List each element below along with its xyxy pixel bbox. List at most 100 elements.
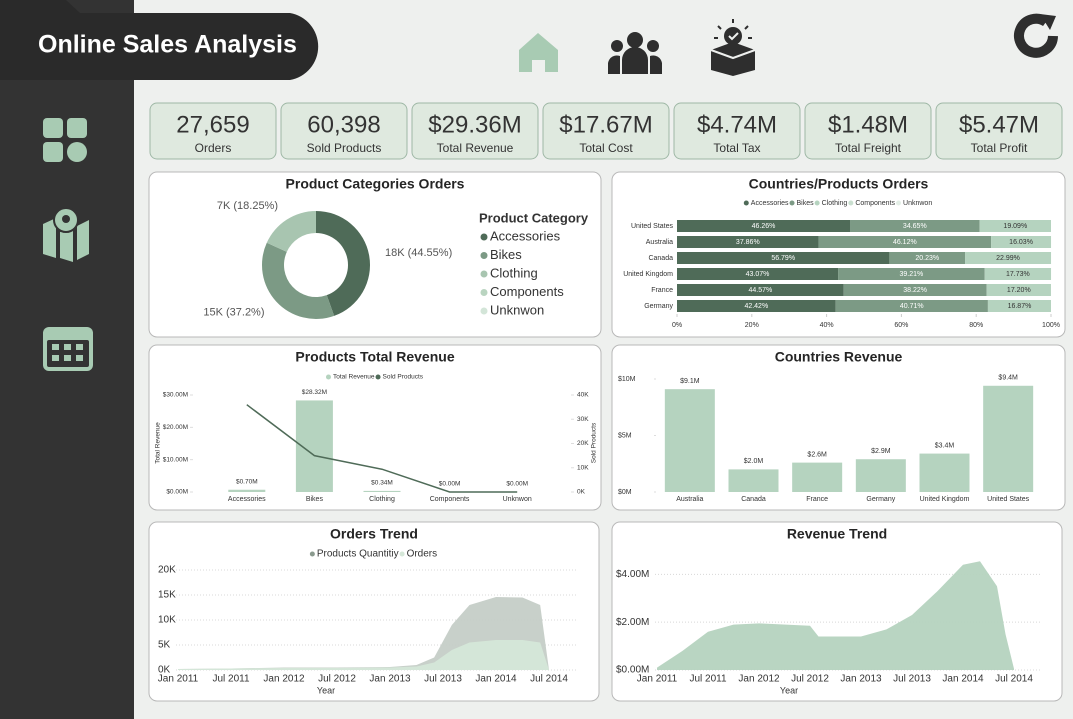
donut-slice [316,211,370,316]
data-label: 46.26% [752,223,776,230]
legend-marker [480,270,488,278]
kpi-label: Total Freight [835,141,902,155]
data-label: 40.71% [900,303,924,310]
y-tick-label: Canada [648,255,673,262]
data-label: 16.03% [1009,239,1033,246]
legend-label: Clothing [822,200,848,207]
y-tick-label: 0K [158,665,171,676]
legend-label: Clothing [490,265,538,280]
legend-marker [480,289,488,296]
legend-label: Unknwon [490,302,544,317]
kpi-card [673,102,801,160]
x-tick-label: Bikes [306,496,324,503]
x-tick-label: 100% [1042,322,1060,329]
bar-segment [677,236,819,248]
y2-tick-label: 40K [577,392,589,399]
nav-dashboard-icon[interactable] [43,118,87,162]
x-tick-label: 60% [894,322,908,329]
bar [363,490,401,492]
bar [728,469,779,492]
y-tick-label: 15K [158,590,176,601]
customers-icon[interactable] [608,32,662,74]
bar-segment [677,252,890,264]
x-tick-label: Accessories [228,496,266,503]
legend-marker [375,374,381,380]
x-tick-label: United States [987,496,1030,503]
y-tick-label: 10K [158,615,176,626]
legend-marker [399,551,405,557]
refresh-icon[interactable] [1014,13,1058,58]
data-label: 18K (44.55%) [385,247,452,259]
x-tick-label: United Kingdom [920,496,970,503]
legend-label: Components [490,284,564,299]
kpi-card [935,102,1063,160]
legend-marker [789,200,795,206]
kpi-card [804,102,932,160]
y-tick-label: 5K [158,640,171,651]
bar [919,453,970,492]
x-tick-label: Jul 2014 [995,674,1033,685]
legend-label: Accessories [490,228,561,243]
kpi-value: $5.47M [959,111,1039,138]
kpi-label: Total Revenue [437,141,514,155]
legend-marker [848,200,854,206]
legend-title: Product Category [479,210,589,225]
data-label: 17.73% [1006,271,1030,278]
x-tick-label: Canada [741,496,766,503]
x-tick-label: Jul 2012 [791,674,829,685]
x-tick-label: Jul 2011 [212,674,250,685]
bar-segment [889,252,966,264]
bar-segment [986,284,1051,296]
data-label: 38.22% [903,287,927,294]
legend-label: Bikes [797,200,815,207]
x-tick-label: Jan 2011 [637,674,678,685]
data-label: 7K (18.25%) [217,200,278,212]
area [657,561,1014,670]
y-tick-label: $2.00M [616,617,649,628]
data-label: $0.70M [236,478,258,485]
x-tick-label: 40% [820,322,834,329]
bar-segment [843,284,987,296]
y-tick-label: United Kingdom [623,271,673,278]
bar [855,459,906,492]
kpi-value: $1.48M [828,111,908,138]
data-label: 37.86% [736,239,760,246]
area [178,640,549,670]
data-label: $9.1M [680,378,700,385]
x-tick-label: Components [430,496,470,503]
nav-map-icon[interactable] [43,207,89,262]
home-icon[interactable] [519,33,558,72]
products-icon[interactable] [710,19,756,76]
y-tick-label: Germany [644,303,673,310]
x-tick-label: Germany [866,496,895,503]
x-tick-label: Jul 2014 [530,674,568,685]
y-tick-label: $20.00M [163,424,188,431]
x-tick-label: Clothing [369,496,395,503]
line [246,404,518,493]
legend-marker [814,200,820,206]
bar-segment [835,300,988,312]
x-tick-label: France [806,496,828,503]
legend-label: Total Revenue [333,374,375,381]
data-label: 42.42% [744,303,768,310]
kpi-label: Total Cost [579,141,633,155]
kpi-value: $29.36M [428,111,521,138]
chart-title: Products Total Revenue [295,349,454,365]
chart-title: Countries Revenue [775,349,903,365]
y2-tick-label: 20K [577,440,589,447]
nav-calendar-icon[interactable] [43,327,93,371]
y-tick-label: $0.00M [616,665,649,676]
data-label: $2.9M [871,448,891,455]
x-tick-label: Jan 2012 [263,674,305,685]
y2-tick-label: 10K [577,464,589,471]
y-tick-label: France [651,287,673,294]
x-tick-label: Jul 2013 [424,674,462,685]
x-tick-label: 0% [672,322,682,329]
data-label: 43.07% [746,271,770,278]
bar-segment [677,284,844,296]
bar-segment [677,268,839,280]
data-label: 34.65% [903,223,927,230]
y2-tick-label: 0K [577,489,586,496]
legend-marker [896,200,902,206]
